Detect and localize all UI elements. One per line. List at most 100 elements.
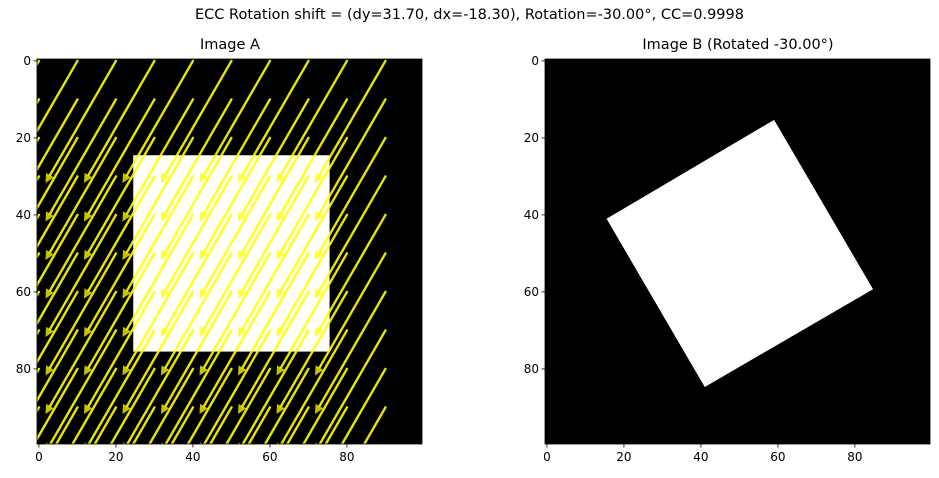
quiver-arrow — [164, 252, 233, 369]
arrowhead-icon — [199, 288, 208, 299]
arrowhead-icon — [83, 249, 93, 260]
quiver-arrow — [241, 136, 310, 254]
quiver-arrow — [37, 59, 79, 134]
arrowhead-icon — [314, 211, 324, 222]
quiver-arrow — [125, 329, 195, 444]
arrowhead-icon — [160, 249, 170, 260]
arrowhead-icon — [276, 326, 285, 337]
quiver-arrow — [37, 252, 79, 326]
quiver-arrow — [279, 290, 349, 408]
figure-suptitle: ECC Rotation shift = (dy=31.70, dx=-18.3… — [195, 7, 744, 23]
quiver-arrow — [37, 213, 41, 221]
arrowhead-icon — [237, 172, 247, 183]
arrowhead-icon — [314, 249, 324, 260]
image-a-axes: 0 20 40 60 80 0 20 40 60 80 — [7, 54, 423, 464]
quiver-arrow — [202, 136, 272, 254]
arrowhead-icon — [7, 442, 15, 452]
quiver-arrow — [87, 252, 156, 369]
y-tick-label: 20 — [524, 131, 539, 145]
arrowhead-icon — [237, 211, 247, 222]
arrowhead-icon — [122, 172, 131, 183]
quiver-arrow — [71, 367, 118, 444]
x-tick-label: 60 — [770, 450, 785, 464]
arrowhead-icon — [276, 172, 285, 183]
quiver-arrow — [48, 59, 118, 177]
y-tick-label: 80 — [524, 362, 539, 376]
quiver-arrow — [125, 175, 195, 292]
quiver-arrow — [279, 136, 349, 254]
quiver-arrow — [318, 136, 387, 254]
quiver-arrow — [241, 290, 310, 408]
quiver-arrow — [186, 367, 233, 444]
arrowhead-icon — [7, 365, 15, 375]
arrowhead-icon — [160, 211, 170, 222]
arrowhead-icon — [122, 365, 131, 376]
x-tick-label: 0 — [543, 450, 551, 464]
quiver-arrow — [164, 213, 233, 331]
arrowhead-icon — [45, 326, 54, 337]
quiver-arrow — [318, 252, 387, 369]
quiver-arrow — [202, 98, 272, 215]
quiver-arrow — [87, 136, 156, 254]
quiver-arrow — [241, 329, 310, 444]
arrowhead-icon — [160, 365, 170, 376]
image-b-axes: 0 20 40 60 80 0 20 40 60 80 — [524, 54, 931, 464]
quiver-arrow — [302, 367, 349, 444]
quiver-arrow — [318, 59, 387, 177]
arrowhead-icon — [276, 249, 285, 260]
quiver-arrow — [125, 213, 195, 331]
arrowhead-icon — [45, 365, 54, 376]
quiver-arrow — [87, 59, 156, 177]
quiver-arrow — [164, 59, 233, 177]
arrowhead-icon — [7, 250, 15, 260]
arrowhead-icon — [45, 249, 54, 260]
arrowhead-icon — [45, 288, 54, 299]
arrowhead-icon — [83, 288, 93, 299]
quiver-arrow — [48, 329, 118, 444]
y-tick-label: 40 — [524, 208, 539, 222]
image-a-title: Image A — [200, 37, 260, 53]
quiver-arrow — [37, 329, 41, 337]
arrowhead-icon — [276, 288, 285, 299]
quiver-arrow — [318, 213, 387, 331]
quiver-arrow — [263, 367, 310, 444]
arrowhead-icon — [276, 211, 285, 222]
arrowhead-icon — [122, 403, 131, 414]
quiver-arrow — [54, 406, 79, 444]
quiver-arrow — [109, 367, 156, 444]
quiver-arrow — [125, 59, 195, 177]
x-tick-label: 20 — [616, 450, 631, 464]
arrowhead-icon — [7, 211, 15, 221]
quiver-arrow — [37, 175, 41, 183]
x-tick-label: 40 — [693, 450, 708, 464]
quiver-arrow — [241, 252, 310, 369]
x-tick-label: 0 — [35, 450, 43, 464]
x-tick-label: 40 — [185, 450, 200, 464]
arrowhead-icon — [45, 403, 54, 414]
quiver-arrow — [125, 252, 195, 369]
quiver-arrow — [279, 59, 349, 177]
quiver-arrow — [225, 367, 272, 444]
arrowhead-icon — [83, 211, 93, 222]
quiver-arrow — [202, 213, 272, 331]
quiver-arrow — [37, 290, 79, 365]
x-tick-label: 60 — [262, 450, 277, 464]
y-tick-label: 40 — [16, 208, 31, 222]
quiver-arrow — [37, 175, 79, 249]
quiver-arrow — [202, 59, 272, 177]
image-b-title: Image B (Rotated -30.00°) — [642, 37, 834, 53]
arrowhead-icon — [160, 326, 170, 337]
quiver-arrow — [279, 213, 349, 331]
quiver-arrow — [164, 175, 233, 292]
arrowhead-icon — [45, 211, 54, 222]
quiver-arrow — [37, 406, 41, 414]
quiver-arrow — [241, 98, 310, 215]
arrowhead-icon — [122, 211, 131, 222]
quiver-arrow — [241, 213, 310, 331]
quiver-arrow — [340, 367, 387, 444]
arrowhead-icon — [7, 173, 15, 183]
quiver-arrow — [37, 213, 79, 288]
arrowhead-icon — [7, 327, 15, 337]
arrowhead-icon — [199, 172, 208, 183]
quiver-arrow — [48, 98, 118, 215]
